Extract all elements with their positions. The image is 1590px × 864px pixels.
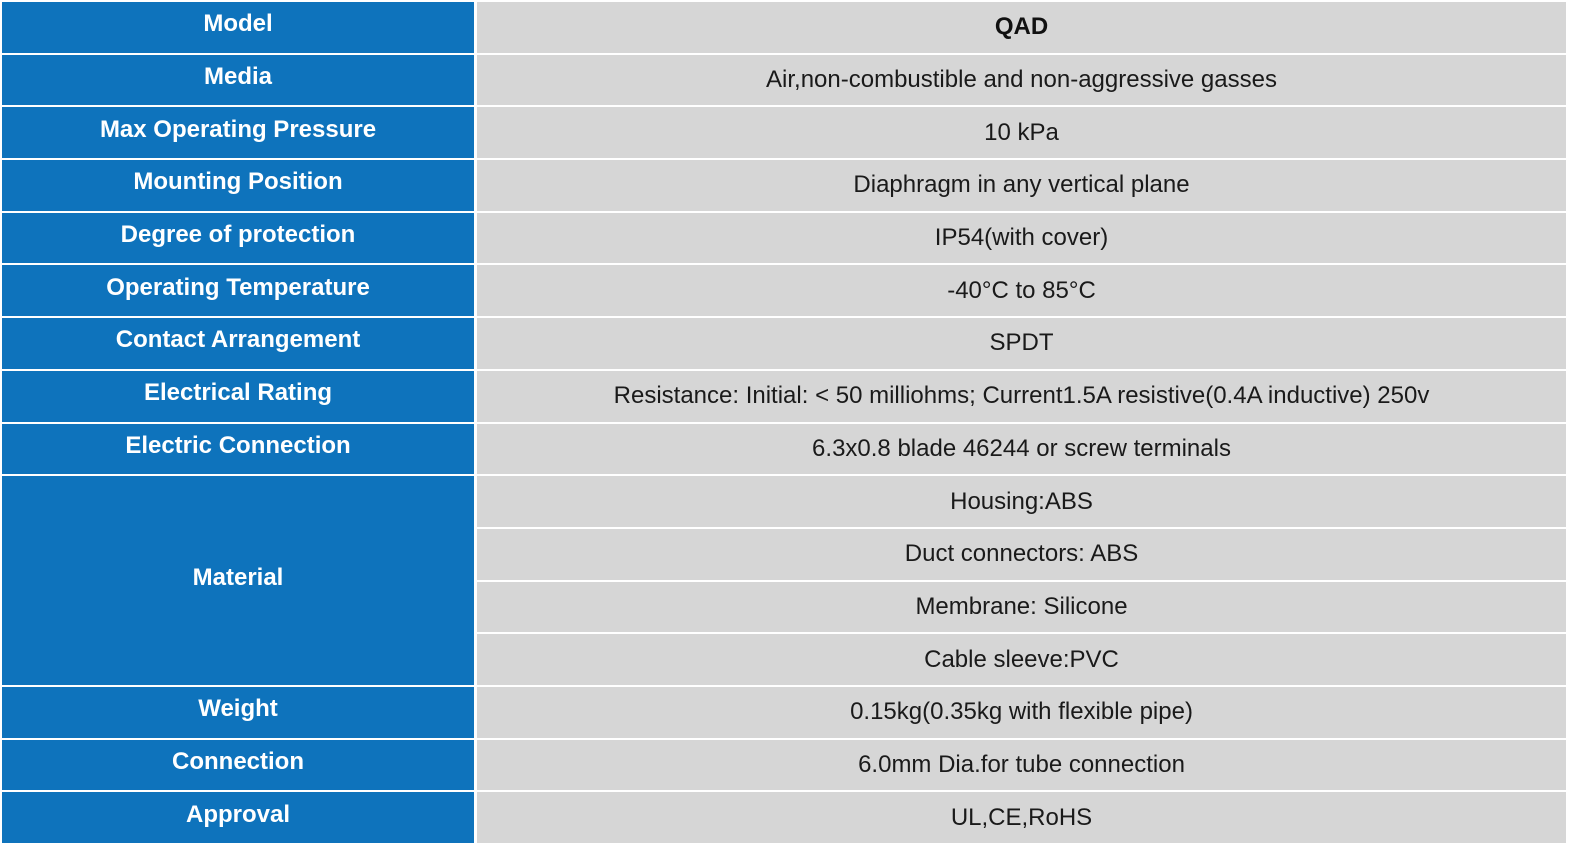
spec-value-degree-of-protection: IP54(with cover)	[474, 210, 1568, 266]
spec-value-media: Air,non-combustible and non-aggressive g…	[474, 52, 1568, 108]
spec-value-connection: 6.0mm Dia.for tube connection	[474, 737, 1568, 793]
spec-value-electric-connection: 6.3x0.8 blade 46244 or screw terminals	[474, 421, 1568, 477]
spec-value-contact-arrangement: SPDT	[474, 316, 1568, 371]
spec-value-mounting-position: Diaphragm in any vertical plane	[474, 158, 1568, 213]
spec-value-material-housing: Housing:ABS	[474, 474, 1568, 529]
spec-label-degree-of-protection: Degree of protection	[0, 210, 477, 266]
table-row: Mounting Position Diaphragm in any verti…	[0, 158, 1568, 213]
table-row: Material Housing:ABS	[0, 474, 1568, 687]
spec-value-material-cable-sleeve: Cable sleeve:PVC	[474, 632, 1568, 687]
table-row: Electrical Rating Resistance: Initial: <…	[0, 368, 1568, 424]
table-row: Electric Connection 6.3x0.8 blade 46244 …	[0, 421, 1568, 477]
spec-label-weight: Weight	[0, 684, 477, 740]
spec-value-approval: UL,CE,RoHS	[474, 790, 1568, 845]
table-row: Connection 6.0mm Dia.for tube connection	[0, 737, 1568, 793]
spec-value-weight: 0.15kg(0.35kg with flexible pipe)	[474, 684, 1568, 740]
spec-label-max-operating-pressure: Max Operating Pressure	[0, 105, 477, 161]
spec-label-model: Model	[0, 0, 477, 55]
spec-label-mounting-position: Mounting Position	[0, 158, 477, 213]
spec-label-media: Media	[0, 52, 477, 108]
spec-value-max-operating-pressure: 10 kPa	[474, 105, 1568, 161]
table-row: Degree of protection IP54(with cover)	[0, 210, 1568, 266]
table-row: Approval UL,CE,RoHS	[0, 790, 1568, 845]
spec-value-material-duct-connectors: Duct connectors: ABS	[474, 526, 1568, 582]
table-row: Media Air,non-combustible and non-aggres…	[0, 52, 1568, 108]
spec-value-operating-temperature: -40°C to 85°C	[474, 263, 1568, 319]
table-row: Weight 0.15kg(0.35kg with flexible pipe)	[0, 684, 1568, 740]
table-row: Model QAD	[0, 0, 1568, 55]
spec-label-electric-connection: Electric Connection	[0, 421, 477, 477]
spec-label-operating-temperature: Operating Temperature	[0, 263, 477, 319]
spec-value-material-membrane: Membrane: Silicone	[474, 579, 1568, 635]
spec-value-model: QAD	[474, 0, 1568, 55]
spec-table: Model QAD Media Air,non-combustible and …	[0, 0, 1568, 845]
table-row: Max Operating Pressure 10 kPa	[0, 105, 1568, 161]
spec-value-electrical-rating: Resistance: Initial: < 50 milliohms; Cur…	[474, 368, 1568, 424]
spec-label-approval: Approval	[0, 790, 477, 845]
table-row: Membrane: Silicone	[1, 579, 1568, 635]
table-row: Operating Temperature -40°C to 85°C	[0, 263, 1568, 319]
table-row: Contact Arrangement SPDT	[0, 316, 1568, 371]
spec-label-material: Material	[0, 474, 477, 687]
spec-label-contact-arrangement: Contact Arrangement	[0, 316, 477, 371]
table-row: Cable sleeve:PVC	[1, 632, 1568, 687]
spec-label-electrical-rating: Electrical Rating	[0, 368, 477, 424]
table-row: Duct connectors: ABS	[1, 526, 1568, 582]
spec-label-connection: Connection	[0, 737, 477, 793]
